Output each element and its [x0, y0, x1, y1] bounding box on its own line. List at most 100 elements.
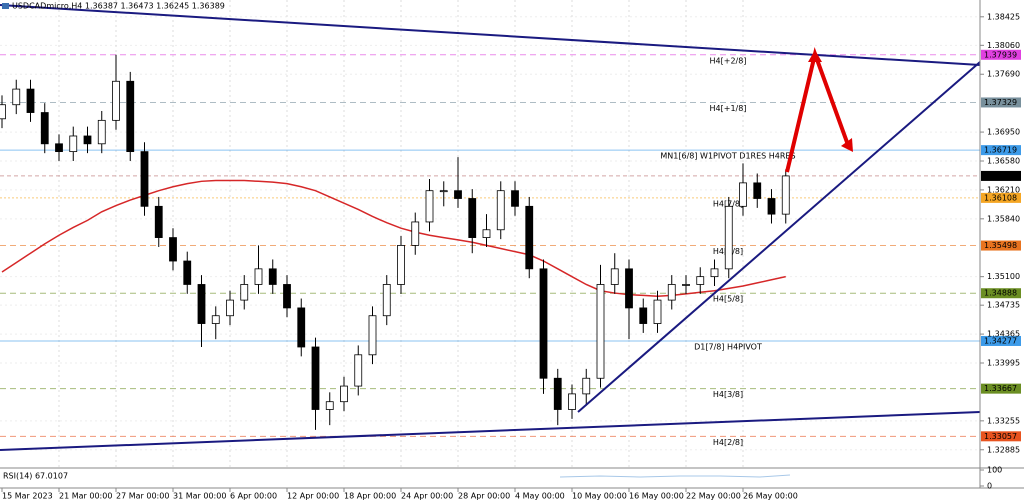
price-tag-label: 1.34888: [984, 289, 1017, 298]
x-tick-label: 27 Mar 00:00: [116, 492, 169, 501]
candle-body: [69, 135, 78, 153]
price-tag-label: 1.34277: [984, 336, 1017, 345]
chart-title: USDCADmicro,H4 1.36387 1.36473 1.36245 1…: [12, 2, 225, 11]
candle-body: [55, 143, 63, 153]
candle-body: [553, 377, 562, 410]
price-tag: [981, 431, 1021, 442]
candle-body: [226, 299, 234, 317]
level-label: H4[5/8]: [713, 295, 743, 304]
symbol-icon: [2, 3, 9, 9]
y-tick-label: 1.37690: [987, 70, 1020, 79]
rsi-line: [559, 474, 791, 478]
price-tag-label: 1.33667: [984, 384, 1017, 393]
level-label: H4[+1/8]: [710, 104, 747, 113]
candle-body: [325, 401, 334, 410]
y-tick-label: 1.34365: [987, 330, 1020, 339]
candle-body: [297, 307, 306, 348]
trend-line: [577, 61, 981, 413]
moving-average-line: [1, 179, 786, 297]
candle-body: [596, 284, 605, 379]
levels: H4[+2/8] 1.37939 H4[+1/8] 1.37329 MN1[6/8] W…: [0, 49, 1021, 447]
candle-body: [183, 260, 192, 285]
candle-body: [154, 205, 163, 238]
price-tag: [981, 97, 1021, 108]
price-tag: [981, 240, 1021, 251]
candle-body: [140, 151, 149, 207]
price-tag-label: 1.35498: [984, 241, 1017, 250]
candle-body: [511, 190, 519, 207]
x-tick-label: 15 Mar 2023: [2, 492, 53, 501]
y-tick-label: 1.38425: [987, 12, 1020, 21]
candle-body: [610, 268, 619, 285]
candle-body: [753, 182, 762, 199]
candle-body: [639, 307, 648, 324]
x-tick-label: 18 Apr 00:00: [344, 492, 396, 501]
candle-body: [710, 268, 719, 278]
y-tick-label: 1.36580: [987, 156, 1020, 165]
candle-body: [397, 244, 405, 285]
price-tag-label: 1.36108: [984, 193, 1017, 202]
x-tick-label: 4 May 00:00: [515, 492, 565, 501]
candle-body: [682, 284, 690, 286]
candle-body: [26, 88, 35, 113]
arrow-head: [808, 50, 822, 62]
x-tick-label: 24 Apr 00:00: [401, 492, 453, 501]
candle-body: [539, 268, 548, 379]
y-tick-label: 1.38060: [987, 41, 1020, 50]
level-label: H4[7/8]: [713, 199, 743, 208]
level-label: D1[7/8] H4PIVOT: [694, 342, 762, 351]
candle-body: [268, 268, 277, 285]
price-tag-label: 1.37939: [984, 50, 1017, 59]
candle-body: [767, 198, 776, 215]
y-tick-label: 1.35840: [987, 214, 1020, 223]
candle-body: [283, 284, 291, 309]
price-tag: [981, 170, 1021, 181]
price-tag: [981, 145, 1021, 156]
level-label: H4[+2/8]: [710, 56, 747, 65]
x-tick-label: 10 May 00:00: [572, 492, 627, 501]
price-tag-label: 1.36719: [984, 146, 1017, 155]
candle-body: [126, 80, 135, 153]
candle-body: [97, 119, 106, 145]
arrow-head: [841, 138, 853, 152]
candle-body: [240, 284, 249, 301]
x-tick-label: 12 Apr 00:00: [287, 492, 339, 501]
candle-body: [40, 112, 49, 145]
candle-body: [311, 346, 320, 410]
candle-body: [354, 354, 363, 387]
x-tick-label: 21 Mar 00:00: [59, 492, 112, 501]
candle-body: [340, 385, 348, 403]
y-tick-label: 1.33255: [987, 416, 1020, 425]
candle-body: [696, 276, 705, 285]
candle-body: [582, 377, 591, 395]
price-tag: [981, 192, 1021, 203]
candle-body: [169, 237, 177, 262]
candle-body: [739, 182, 747, 207]
x-tick-label: 6 Apr 00:00: [230, 492, 277, 501]
candle-body: [382, 284, 391, 317]
price-tag: [981, 288, 1021, 299]
y-tick-label: 1.36210: [987, 185, 1020, 194]
candle-body: [254, 268, 263, 285]
x-tick-label: 31 Mar 00:00: [173, 492, 226, 501]
candle-body: [781, 175, 790, 215]
level-label: MN1[6/8] W1PIVOT D1RES H4RES: [660, 152, 795, 161]
candle-body: [568, 393, 576, 410]
candle-body: [667, 284, 676, 301]
price-tag: [981, 335, 1021, 346]
trend-line: [0, 411, 981, 451]
candle-body: [525, 205, 534, 270]
rsi-label: RSI(14) 67.0107: [3, 472, 68, 481]
candle-body: [411, 221, 420, 246]
x-tick-label: 22 May 00:00: [686, 492, 741, 501]
price-tag-label: 1.36389: [984, 171, 1017, 180]
level-label: H4[3/8]: [713, 390, 743, 399]
y-tick-label: 1.32885: [987, 445, 1020, 454]
candle-body: [468, 198, 477, 238]
candle-body: [197, 284, 206, 324]
candle-body: [454, 190, 462, 199]
price-tag: [981, 383, 1021, 394]
x-tick-label: 28 Apr 00:00: [458, 492, 510, 501]
level-label: H4[2/8]: [713, 438, 743, 447]
